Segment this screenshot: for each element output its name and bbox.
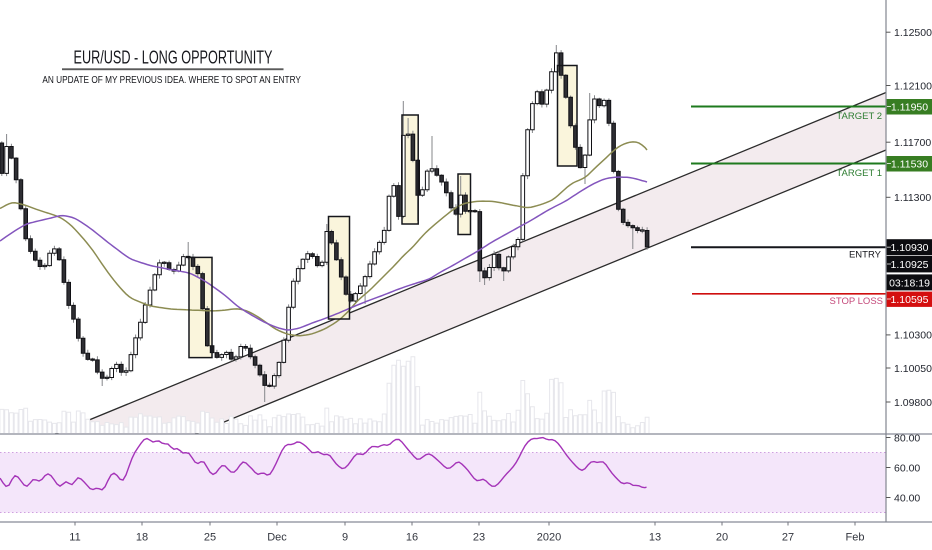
svg-text:1.11700: 1.11700 xyxy=(894,137,931,149)
svg-text:18: 18 xyxy=(136,532,148,544)
svg-text:TARGET 1: TARGET 1 xyxy=(836,168,882,179)
svg-text:1.11950: 1.11950 xyxy=(891,102,928,114)
svg-text:1.09800: 1.09800 xyxy=(894,397,932,409)
svg-text:25: 25 xyxy=(204,532,216,544)
svg-text:20: 20 xyxy=(716,532,728,544)
svg-text:ENTRY: ENTRY xyxy=(849,250,882,261)
svg-text:1.11530: 1.11530 xyxy=(891,159,928,171)
svg-text:2020: 2020 xyxy=(537,532,561,544)
svg-text:1.10050: 1.10050 xyxy=(894,363,932,375)
svg-text:Feb: Feb xyxy=(846,532,865,544)
svg-text:1.10925: 1.10925 xyxy=(891,259,929,271)
svg-text:1.10930: 1.10930 xyxy=(891,242,929,254)
svg-text:11: 11 xyxy=(69,532,80,544)
svg-text:9: 9 xyxy=(342,532,348,544)
svg-text:03:18:19: 03:18:19 xyxy=(889,277,930,289)
svg-text:60.00: 60.00 xyxy=(894,462,920,474)
svg-text:23: 23 xyxy=(473,532,485,544)
svg-text:EUR/USD - LONG OPPORTUNITY: EUR/USD - LONG OPPORTUNITY xyxy=(74,48,273,68)
svg-text:1.10300: 1.10300 xyxy=(894,330,932,342)
svg-text:27: 27 xyxy=(782,532,794,544)
svg-text:80.00: 80.00 xyxy=(894,432,920,444)
svg-text:STOP LOSS: STOP LOSS xyxy=(829,296,883,307)
svg-text:1.12100: 1.12100 xyxy=(894,80,932,92)
svg-text:AN UPDATE OF MY PREVIOUS IDEA.: AN UPDATE OF MY PREVIOUS IDEA. WHERE TO … xyxy=(42,74,301,86)
svg-text:13: 13 xyxy=(649,532,661,544)
svg-text:TARGET 2: TARGET 2 xyxy=(836,111,882,122)
svg-text:40.00: 40.00 xyxy=(894,492,920,504)
svg-text:1.12500: 1.12500 xyxy=(894,27,932,39)
svg-text:Dec: Dec xyxy=(267,532,287,544)
svg-text:1.10595: 1.10595 xyxy=(891,294,929,306)
svg-text:1.11300: 1.11300 xyxy=(894,192,931,204)
svg-text:16: 16 xyxy=(406,532,418,544)
